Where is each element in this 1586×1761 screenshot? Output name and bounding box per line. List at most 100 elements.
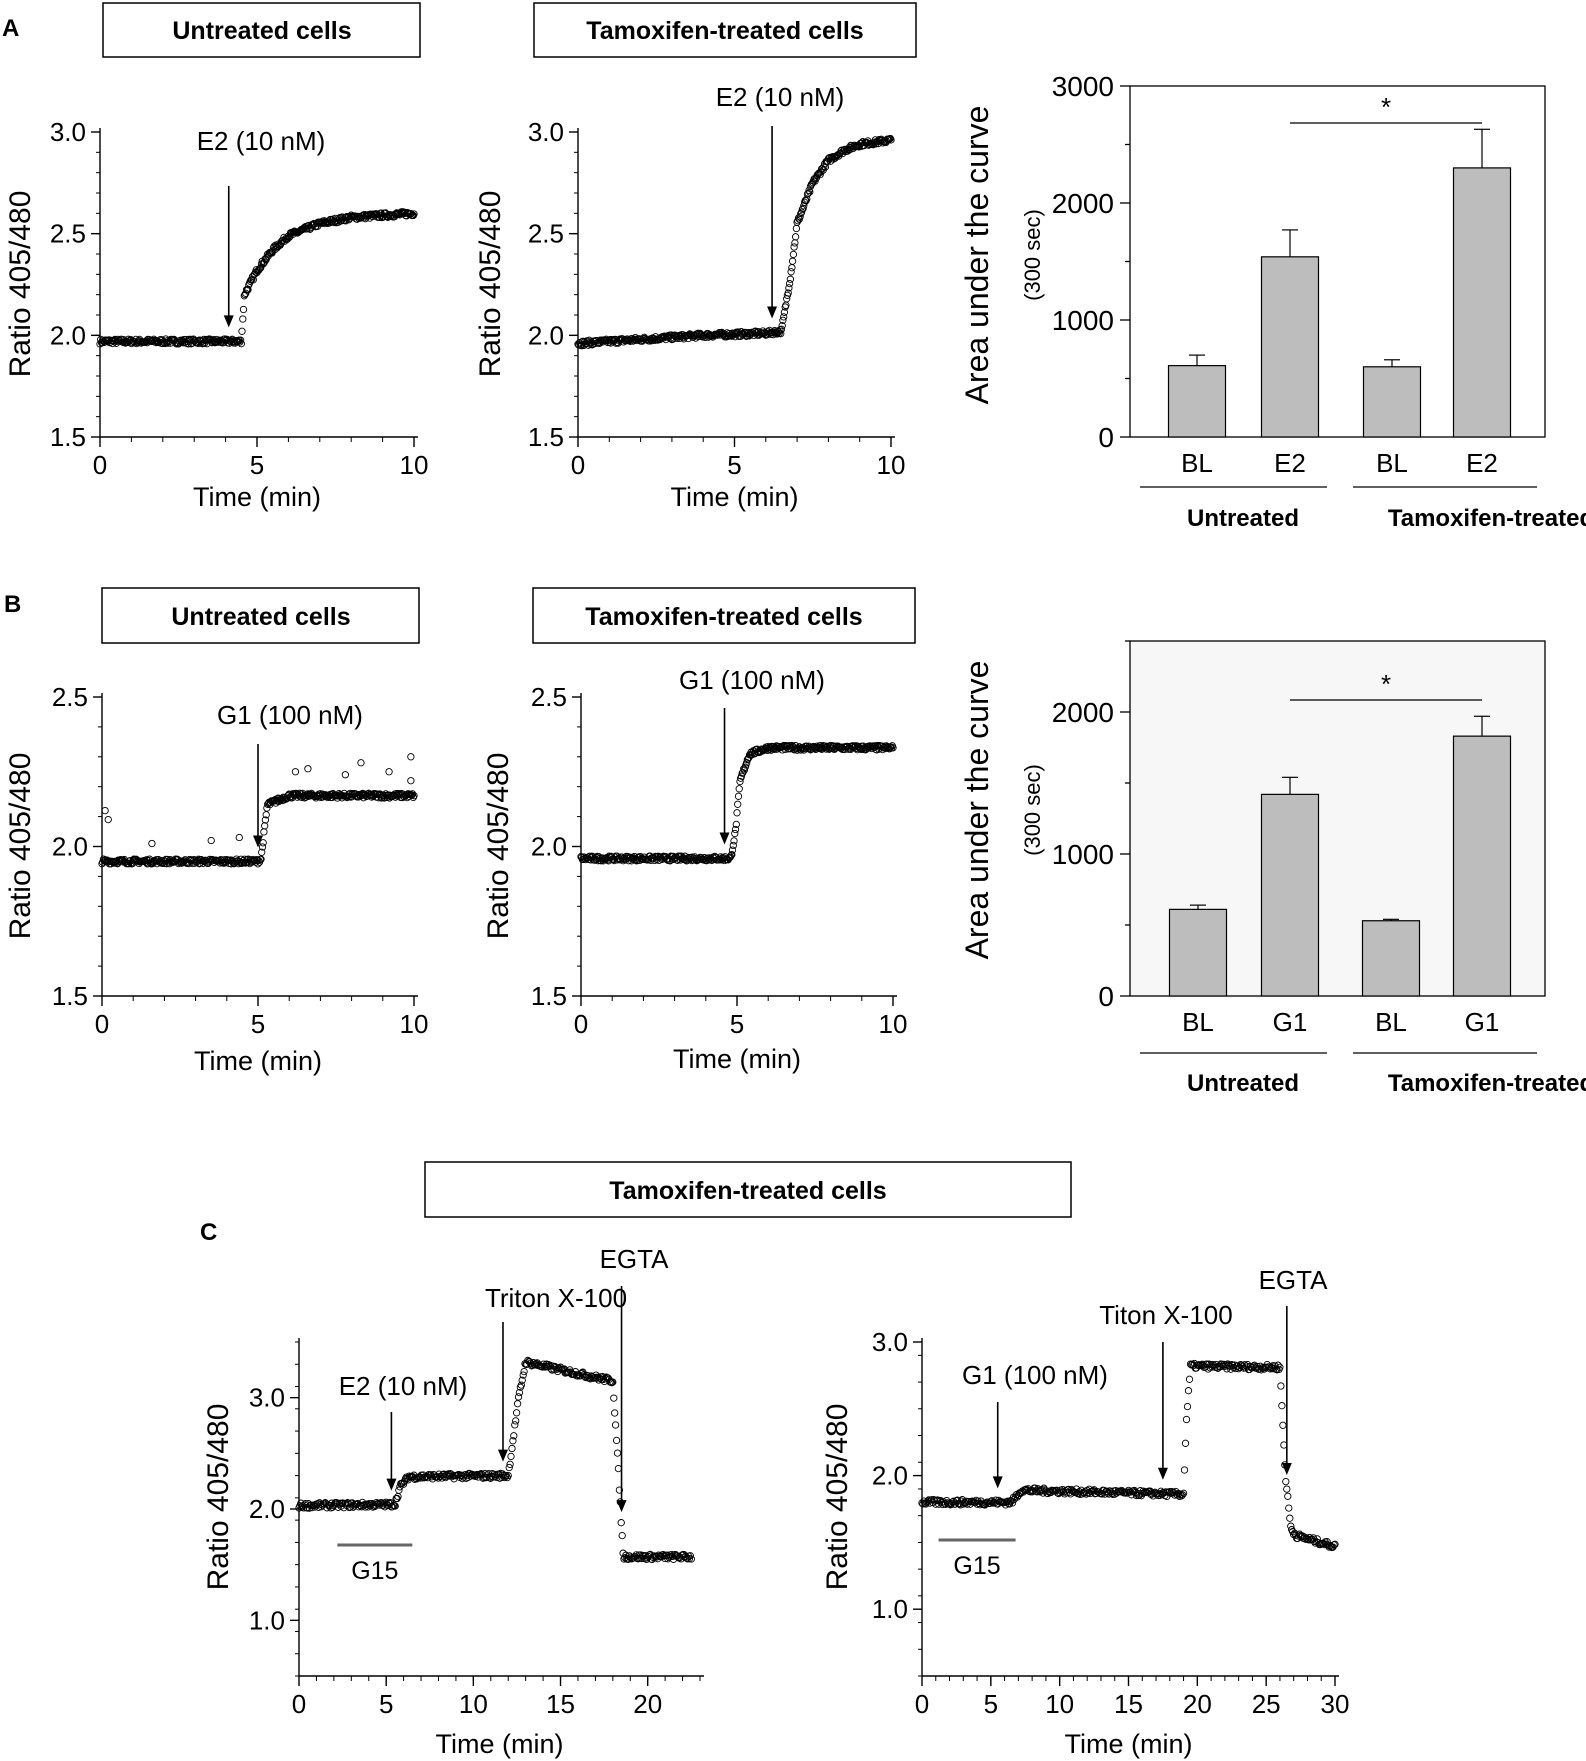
- annotation-arrow: E2 (10 nM): [716, 82, 845, 319]
- data-point: [263, 254, 271, 262]
- data-point: [1179, 1489, 1188, 1497]
- data-point: [509, 1437, 517, 1445]
- data-point: [788, 257, 797, 265]
- arrow-head: [719, 832, 730, 845]
- data-point: [778, 322, 786, 330]
- data-point: [304, 765, 312, 773]
- data-point: [816, 741, 824, 750]
- data-point: [238, 327, 246, 335]
- data-point: [779, 316, 787, 324]
- annotation-label: Titon X-100: [1099, 1300, 1232, 1330]
- x-tick-label: 5: [984, 1689, 998, 1719]
- y-tick-label: 0: [1098, 422, 1114, 453]
- data-point: [1284, 1492, 1292, 1500]
- data-point: [1282, 1477, 1290, 1486]
- chart-a3: 0 1000 2000 3000 Area under the curve (300 se…: [959, 71, 1586, 532]
- x-tick-label: 0: [93, 450, 107, 480]
- data-point: [737, 772, 746, 780]
- data-point: [284, 235, 292, 243]
- data-point: [1181, 1439, 1190, 1447]
- data-point: [1178, 1491, 1187, 1499]
- data-point: [408, 790, 417, 798]
- significance-star: *: [1381, 669, 1391, 699]
- data-point: [625, 1555, 633, 1563]
- data-point: [501, 1472, 510, 1480]
- y-tick-label: 2.5: [528, 219, 564, 249]
- group-label: Tamoxifen-treated: [1388, 1070, 1586, 1097]
- data-point: [207, 836, 215, 845]
- data-point: [1285, 1504, 1293, 1512]
- data-point: [291, 768, 300, 776]
- data-point: [1279, 1421, 1287, 1429]
- y-tick-label: 2.0: [531, 832, 567, 862]
- g15-label: G15: [351, 1557, 398, 1585]
- data-point: [552, 1363, 560, 1372]
- data-point: [330, 218, 338, 227]
- data-point: [441, 1472, 449, 1481]
- data-point: [511, 1421, 519, 1429]
- data-point: [803, 190, 812, 198]
- data-point: [726, 853, 734, 861]
- data-point: [730, 837, 738, 845]
- annotation-arrow: EGTA: [600, 1244, 670, 1513]
- data-point: [780, 313, 788, 321]
- category-label: BL: [1375, 1007, 1407, 1037]
- annotation-label: E2 (10 nM): [197, 126, 326, 156]
- annotation-label: E2 (10 nM): [716, 82, 845, 112]
- data-point: [982, 1499, 990, 1508]
- data-point: [262, 811, 270, 819]
- y-tick-label: 1.5: [52, 981, 88, 1011]
- data-point: [887, 136, 895, 144]
- data-point: [1225, 1361, 1233, 1369]
- data-point: [740, 766, 749, 774]
- annotation-label: EGTA: [600, 1244, 670, 1274]
- title-box-a-left-text: Untreated cells: [172, 17, 351, 45]
- y-tick-label: 1000: [1052, 305, 1114, 336]
- data-point: [812, 175, 820, 183]
- title-box-b-mid: Tamoxifen-treated cells: [532, 587, 916, 644]
- data-point: [855, 143, 863, 151]
- data-point: [391, 1502, 399, 1510]
- bar: [1452, 735, 1512, 997]
- category-label: G1: [1273, 1007, 1308, 1037]
- data-point: [728, 846, 737, 854]
- data-point: [237, 340, 245, 348]
- annotation-label: Triton X-100: [485, 1283, 627, 1313]
- data-points: [918, 1359, 1339, 1552]
- chart-b2: 1.5 2.0 2.5 0 5 10 Time (min) Ratio 405/480 G1 (…: [482, 665, 907, 1074]
- x-axis-label: Time (min): [671, 482, 799, 512]
- annotation-label: EGTA: [1259, 1265, 1329, 1295]
- y-tick-label: 3.0: [528, 117, 564, 147]
- y-tick-label: 2.0: [872, 1461, 908, 1491]
- y-axis-sublabel: (300 sec): [1020, 764, 1045, 856]
- data-point: [341, 771, 350, 779]
- annotation-arrow: E2 (10 nM): [197, 126, 326, 328]
- data-point: [794, 214, 803, 222]
- y-tick-label: 1.0: [249, 1605, 285, 1635]
- data-point: [239, 305, 248, 314]
- y-tick-label: 2.5: [531, 682, 567, 712]
- data-point: [789, 250, 798, 259]
- data-point: [804, 189, 812, 197]
- data-point: [620, 1555, 628, 1563]
- y-axis-label: Ratio 405/480: [482, 753, 515, 940]
- data-point: [806, 188, 814, 196]
- group-label: Untreated: [1187, 1070, 1299, 1097]
- data-point: [1277, 1382, 1285, 1390]
- y-axis-label: Ratio 405/480: [474, 191, 507, 378]
- panel-label-b: B: [4, 591, 21, 618]
- title-box-a-mid: Tamoxifen-treated cells: [533, 2, 917, 58]
- data-point: [174, 859, 183, 868]
- y-tick-label: 1000: [1052, 839, 1114, 870]
- data-point: [518, 1376, 526, 1384]
- data-point: [1252, 1364, 1260, 1372]
- data-point: [259, 839, 267, 847]
- chart-c2: 1.0 2.0 3.0 0 5 10 15 20 25 30 Time (min) Ratio 405…: [821, 1265, 1349, 1759]
- data-point: [1184, 1387, 1193, 1395]
- x-tick-label: 0: [95, 1009, 109, 1039]
- data-point: [881, 744, 890, 753]
- x-tick-label: 30: [1321, 1689, 1350, 1719]
- data-point: [735, 785, 743, 793]
- data-point: [784, 289, 792, 297]
